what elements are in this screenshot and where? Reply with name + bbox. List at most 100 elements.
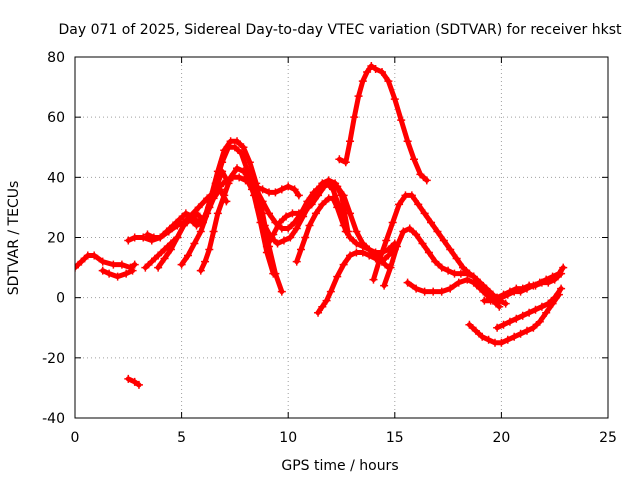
data-point xyxy=(346,233,355,242)
data-point xyxy=(420,209,429,218)
data-point xyxy=(156,233,165,242)
data-point xyxy=(384,77,393,86)
data-point xyxy=(141,263,150,272)
data-point xyxy=(550,293,559,302)
data-point xyxy=(98,266,107,275)
data-point xyxy=(90,251,99,260)
data-point xyxy=(247,185,256,194)
data-point xyxy=(130,233,139,242)
data-point xyxy=(409,155,418,164)
x-axis-label: GPS time / hours xyxy=(281,458,398,474)
data-point xyxy=(363,68,372,77)
data-point xyxy=(175,215,184,224)
data-point xyxy=(179,221,188,230)
data-point xyxy=(335,155,344,164)
data-point xyxy=(154,263,163,272)
data-point xyxy=(326,179,335,188)
data-point xyxy=(143,230,152,239)
data-point xyxy=(262,242,271,251)
data-point xyxy=(380,281,389,290)
data-point xyxy=(147,257,156,266)
x-tick-label: 15 xyxy=(386,430,404,446)
data-point xyxy=(186,212,195,221)
data-point xyxy=(183,251,192,260)
data-point xyxy=(446,284,455,293)
data-point xyxy=(269,269,278,278)
data-point xyxy=(181,209,190,218)
data-point xyxy=(196,227,205,236)
data-point xyxy=(352,239,361,248)
data-point xyxy=(326,287,335,296)
data-point xyxy=(559,263,568,272)
y-tick-label: -40 xyxy=(42,411,65,427)
data-point xyxy=(166,245,175,254)
data-point xyxy=(548,272,557,281)
data-point xyxy=(390,95,399,104)
data-point xyxy=(431,257,440,266)
data-point xyxy=(341,158,350,167)
data-point xyxy=(301,206,310,215)
data-point xyxy=(544,299,553,308)
data-point xyxy=(378,68,387,77)
data-point xyxy=(239,167,248,176)
data-point xyxy=(284,182,293,191)
data-point xyxy=(292,257,301,266)
data-point xyxy=(420,287,429,296)
data-point xyxy=(427,218,436,227)
data-point xyxy=(412,284,421,293)
data-point xyxy=(275,218,284,227)
data-point xyxy=(454,278,463,287)
data-point xyxy=(177,260,186,269)
data-point xyxy=(226,173,235,182)
data-point xyxy=(233,137,242,146)
data-point xyxy=(277,287,286,296)
y-tick-label: 60 xyxy=(47,110,65,126)
data-point xyxy=(395,200,404,209)
data-point xyxy=(205,245,214,254)
data-point xyxy=(501,299,510,308)
data-point xyxy=(505,317,514,326)
data-point xyxy=(194,203,203,212)
data-point xyxy=(279,236,288,245)
data-point xyxy=(482,290,491,299)
data-point xyxy=(444,266,453,275)
data-point xyxy=(209,227,218,236)
data-point xyxy=(510,332,519,341)
data-point xyxy=(218,158,227,167)
data-point xyxy=(463,275,472,284)
data-point xyxy=(412,230,421,239)
data-point xyxy=(245,158,254,167)
data-point xyxy=(382,236,391,245)
data-point xyxy=(220,191,229,200)
data-point xyxy=(350,113,359,122)
data-point xyxy=(414,200,423,209)
data-point xyxy=(433,227,442,236)
data-point xyxy=(437,263,446,272)
x-tick-label: 10 xyxy=(279,430,297,446)
data-point xyxy=(499,320,508,329)
data-point xyxy=(307,200,316,209)
y-tick-label: -20 xyxy=(42,351,65,367)
data-point xyxy=(529,323,538,332)
data-point xyxy=(352,227,361,236)
data-point xyxy=(346,251,355,260)
data-point xyxy=(407,191,416,200)
data-point xyxy=(333,272,342,281)
data-point xyxy=(522,284,531,293)
data-point xyxy=(117,260,126,269)
data-point xyxy=(542,275,551,284)
data-point xyxy=(354,92,363,101)
data-point xyxy=(239,143,248,152)
data-point xyxy=(109,260,118,269)
data-point xyxy=(446,245,455,254)
data-point xyxy=(384,251,393,260)
data-point xyxy=(452,254,461,263)
data-point xyxy=(518,311,527,320)
data-point xyxy=(493,323,502,332)
data-point xyxy=(328,194,337,203)
data-point xyxy=(160,254,169,263)
data-point xyxy=(213,209,222,218)
data-point xyxy=(269,230,278,239)
data-point xyxy=(294,191,303,200)
data-point xyxy=(284,224,293,233)
